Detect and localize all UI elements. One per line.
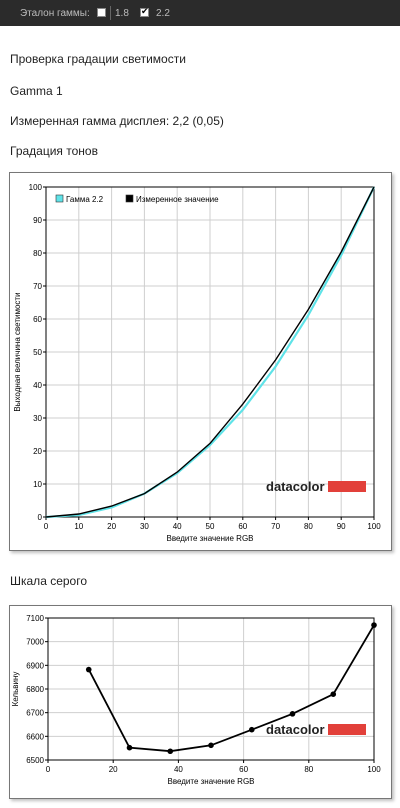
x-tick-label: 20 [107,522,116,531]
y-tick-label: 70 [33,282,42,291]
gamma-reference-label: Эталон гаммы: [20,8,90,19]
legend-entry: Гамма 2.2 [66,195,104,204]
page-title: Проверка градации светимости [10,52,186,66]
gamma-1-8-checkbox[interactable] [97,8,106,17]
data-point [208,742,214,749]
x-tick-label: 60 [239,765,248,774]
x-tick-label: 100 [367,522,381,531]
x-tick-label: 70 [271,522,280,531]
profile-name: Gamma 1 [10,84,63,98]
tonal-gradation-svg: 0 10 20 30 40 50 60 70 80 90 100 0 10 20 30 40 50 60 70 80 9… [13,183,381,543]
legend-swatch [55,194,64,203]
y-tick-label: 6700 [26,709,44,718]
y-tick-label: 50 [33,348,42,357]
y-tick-label: 10 [33,480,42,489]
datacolor-logo-bar [328,481,366,492]
data-point [371,622,377,628]
datacolor-logo-text: datacolor [266,479,325,494]
y-tick-label: 7000 [26,638,44,647]
x-tick-label: 40 [173,522,182,531]
y-axis-label: Выходная величина светимости [13,292,22,411]
y-tick-label: 6500 [26,756,44,765]
y-tick-label: 6900 [26,661,44,670]
x-tick-label: 60 [238,522,247,531]
y-tick-label: 30 [33,414,42,423]
x-tick-label: 0 [46,765,51,774]
datacolor-logo-bar [328,724,366,735]
gamma-2-2-label[interactable]: 2.2 [156,8,170,19]
x-axis-label: Введите значение RGB [166,534,253,543]
legend-entry: Измеренное значение [136,195,219,204]
datacolor-logo-text: datacolor [266,722,325,737]
y-tick-label: 6800 [26,685,44,694]
tonal-gradation-chart: 0 10 20 30 40 50 60 70 80 90 100 0 10 20 30 40 50 60 70 80 9… [9,172,392,551]
y-tick-label: 0 [38,513,43,522]
x-axis-label: Введите значение RGB [167,777,254,786]
series-line [45,186,375,519]
grayscale-heading: Шкала серого [10,574,88,588]
data-point [248,726,255,733]
toolbar-divider [110,6,111,20]
grayscale-svg: 0 20 40 60 80 100 6500 6600 6700 6800 6900 7000 7100… [11,614,381,786]
series-line [88,624,375,753]
tonal-gradation-heading: Градация тонов [10,144,98,158]
data-point [289,711,296,717]
y-axis-label: Кельвину [11,672,20,707]
data-point [167,748,174,755]
x-tick-label: 20 [109,765,118,774]
legend-swatch [125,194,134,203]
x-tick-label: 30 [140,522,149,531]
series-line [45,186,375,518]
y-tick-label: 90 [33,216,42,225]
data-point [85,666,92,673]
x-tick-label: 0 [44,522,49,531]
x-tick-label: 90 [337,522,346,531]
data-point [330,691,337,698]
x-tick-label: 10 [74,522,83,531]
y-tick-label: 60 [33,315,42,324]
measured-gamma-text: Измеренная гамма дисплея: 2,2 (0,05) [10,114,224,128]
grayscale-chart: 0 20 40 60 80 100 6500 6600 6700 6800 6900 7000 7100… [9,605,392,799]
y-tick-label: 6600 [26,732,44,741]
gamma-1-8-label[interactable]: 1.8 [115,8,129,19]
x-tick-label: 50 [206,522,215,531]
y-tick-label: 80 [33,249,42,258]
y-tick-label: 40 [33,381,42,390]
gamma-2-2-checkbox[interactable] [140,6,149,17]
y-tick-label: 100 [29,183,43,192]
x-tick-label: 40 [174,765,183,774]
x-tick-label: 80 [304,765,313,774]
gamma-toolbar: Эталон гаммы: 1.8 2.2 [0,0,400,26]
y-tick-label: 7100 [26,614,44,623]
x-tick-label: 100 [367,765,381,774]
data-point [126,744,133,751]
y-tick-label: 20 [33,447,42,456]
x-tick-label: 80 [304,522,313,531]
